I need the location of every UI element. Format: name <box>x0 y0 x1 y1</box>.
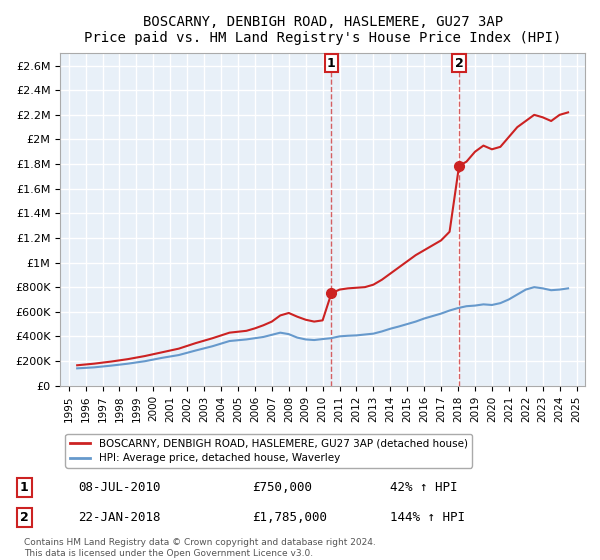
Text: £750,000: £750,000 <box>252 481 312 494</box>
Text: 2: 2 <box>20 511 28 524</box>
Text: 22-JAN-2018: 22-JAN-2018 <box>78 511 161 524</box>
Title: BOSCARNY, DENBIGH ROAD, HASLEMERE, GU27 3AP
Price paid vs. HM Land Registry's Ho: BOSCARNY, DENBIGH ROAD, HASLEMERE, GU27 … <box>84 15 561 45</box>
Text: 1: 1 <box>327 57 336 69</box>
Text: 42% ↑ HPI: 42% ↑ HPI <box>390 481 458 494</box>
Text: 2: 2 <box>455 57 463 69</box>
Text: 08-JUL-2010: 08-JUL-2010 <box>78 481 161 494</box>
Text: Contains HM Land Registry data © Crown copyright and database right 2024.
This d: Contains HM Land Registry data © Crown c… <box>24 538 376 558</box>
Text: 1: 1 <box>20 481 28 494</box>
Legend: BOSCARNY, DENBIGH ROAD, HASLEMERE, GU27 3AP (detached house), HPI: Average price: BOSCARNY, DENBIGH ROAD, HASLEMERE, GU27 … <box>65 434 472 468</box>
Text: £1,785,000: £1,785,000 <box>252 511 327 524</box>
Text: 144% ↑ HPI: 144% ↑ HPI <box>390 511 465 524</box>
